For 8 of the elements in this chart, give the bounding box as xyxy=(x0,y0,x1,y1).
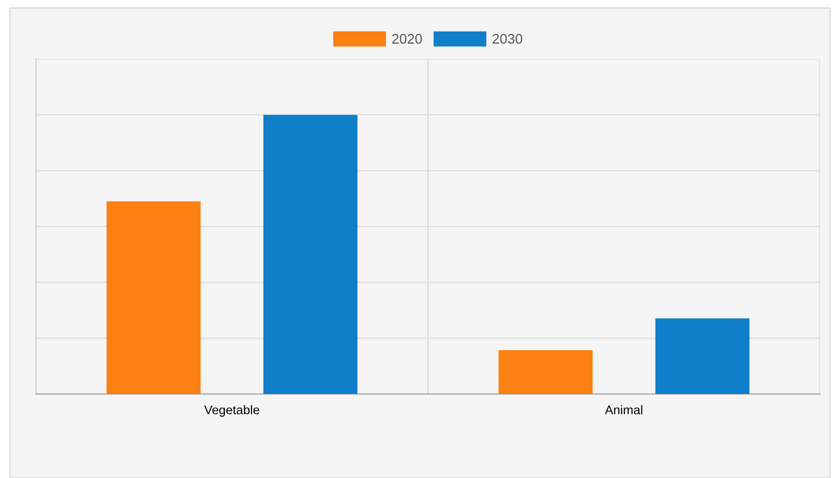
bar xyxy=(655,318,750,394)
bar xyxy=(498,350,593,394)
bar xyxy=(263,114,358,394)
legend-label: 2030 xyxy=(492,34,522,44)
x-tick-label: Vegetable xyxy=(204,405,260,417)
x-tick-label: Animal xyxy=(604,405,642,414)
bar xyxy=(106,201,201,394)
legend-label: 2020 xyxy=(392,34,422,44)
